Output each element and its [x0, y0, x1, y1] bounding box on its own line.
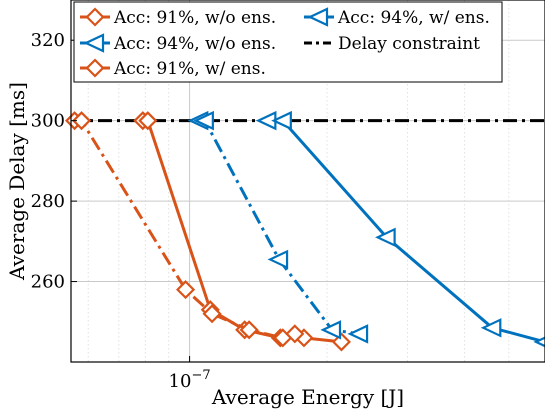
- plot-frame: [70, 0, 545, 363]
- data-point: [375, 227, 396, 248]
- y-axis-label: Average Delay [ms]: [5, 82, 29, 281]
- legend-box: [73, 1, 503, 83]
- data-point: [331, 332, 351, 352]
- data-point: [138, 111, 158, 131]
- legend-entry: Acc: 94%, w/o ens.: [80, 33, 276, 54]
- data-point: [71, 111, 92, 131]
- legend: Acc: 91%, w/o ens. Acc: 94%, w/ ens. Acc: …: [73, 1, 503, 83]
- legend-label: Acc: 94%, w/ ens.: [337, 8, 490, 28]
- x-tick-label: 10−7: [169, 368, 211, 392]
- legend-swatch-marker: [85, 58, 105, 78]
- data-point: [176, 280, 196, 300]
- series-1: [255, 110, 545, 348]
- legend-entry: Acc: 94%, w/ ens.: [304, 7, 490, 28]
- series-0: [133, 111, 351, 352]
- series-line: [267, 119, 545, 344]
- legend-label: Delay constraint: [338, 34, 480, 54]
- series-3: [187, 110, 369, 344]
- legend-entry: Acc: 91%, w/ ens.: [80, 58, 266, 79]
- series-line: [199, 119, 360, 336]
- legend-label: Acc: 94%, w/o ens.: [113, 34, 276, 54]
- data-point: [239, 320, 259, 340]
- data-point: [271, 110, 292, 131]
- legend-swatch-marker: [83, 33, 105, 53]
- x-axis-label: Average Energy [J]: [211, 385, 404, 409]
- data-point: [202, 304, 222, 324]
- legend-swatch-marker: [307, 7, 329, 27]
- y-tick-label: 280: [31, 191, 65, 212]
- data-point: [320, 320, 342, 340]
- legend-label: Acc: 91%, w/o ens.: [113, 8, 276, 28]
- data-point: [267, 249, 289, 270]
- y-tick-label: 300: [31, 111, 65, 132]
- legend-entry: Delay constraint: [304, 34, 480, 54]
- data-point: [193, 110, 214, 131]
- legend-swatch-marker: [85, 7, 105, 27]
- legend-entry: Acc: 91%, w/o ens.: [80, 7, 276, 28]
- legend-label: Acc: 91%, w/ ens.: [113, 59, 266, 79]
- data-point: [347, 324, 369, 344]
- data-point: [480, 318, 502, 338]
- y-tick-label: 260: [31, 272, 65, 293]
- data-point: [285, 324, 305, 344]
- data-point: [533, 336, 545, 348]
- ticks: 260 280 300 320 10−7: [31, 30, 211, 392]
- y-tick-label: 320: [31, 30, 65, 51]
- series-layer: [65, 110, 545, 352]
